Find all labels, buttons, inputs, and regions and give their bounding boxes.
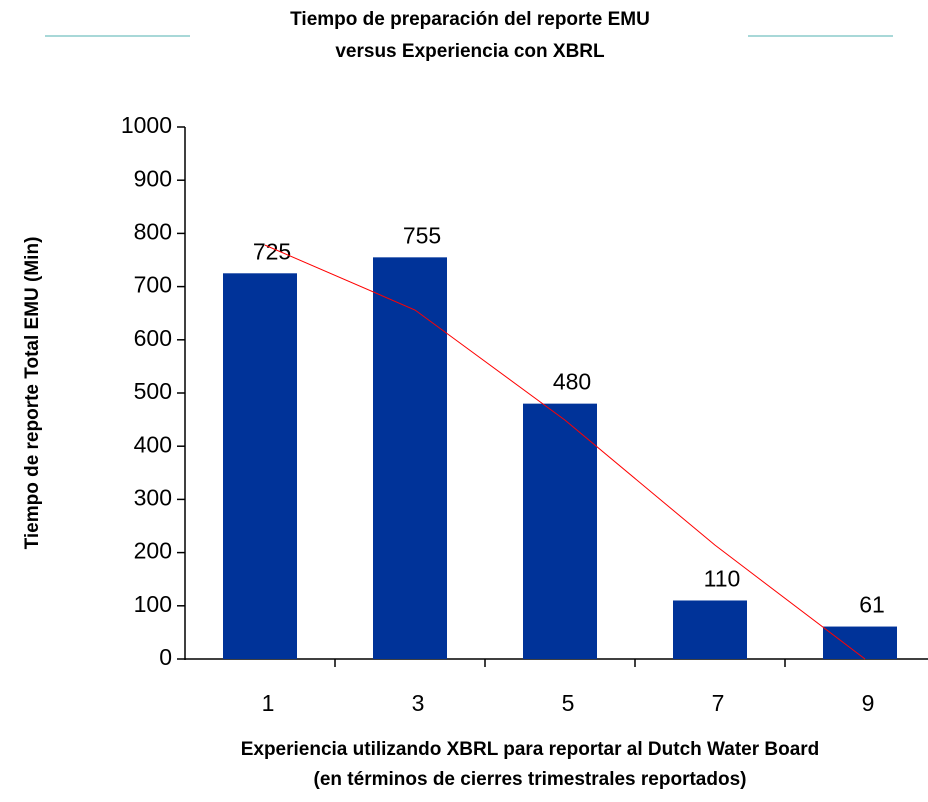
y-tick-label: 700 xyxy=(134,272,172,298)
data-label: 110 xyxy=(704,566,741,592)
x-tick-label: 9 xyxy=(862,690,875,716)
x-tick-label: 3 xyxy=(412,690,425,716)
y-tick-label: 400 xyxy=(134,431,172,457)
x-axis-label: Experiencia utilizando XBRL para reporta… xyxy=(241,739,820,760)
y-tick-label: 300 xyxy=(134,484,172,510)
y-tick-label: 0 xyxy=(159,644,172,670)
x-axis-label: (en términos de cierres trimestrales rep… xyxy=(314,769,747,790)
bar xyxy=(823,626,897,659)
bar xyxy=(673,600,747,659)
y-tick-label: 500 xyxy=(134,378,172,404)
y-tick-label: 600 xyxy=(134,325,172,351)
bar xyxy=(523,403,597,659)
y-axis-label: Tiempo de reporte Total EMU (Min) xyxy=(22,237,43,550)
x-tick-label: 7 xyxy=(712,690,725,716)
y-tick-label: 200 xyxy=(134,538,172,564)
data-label: 480 xyxy=(553,369,591,395)
data-label: 61 xyxy=(859,592,885,618)
y-tick-label: 100 xyxy=(134,591,172,617)
trendline xyxy=(264,244,866,660)
bar xyxy=(223,273,297,659)
bar xyxy=(373,257,447,659)
y-tick-label: 1000 xyxy=(121,112,172,138)
data-label: 725 xyxy=(253,238,291,264)
chart-title: Tiempo de preparación del reporte EMU xyxy=(290,9,650,30)
x-tick-label: 5 xyxy=(562,690,575,716)
data-label: 755 xyxy=(403,222,441,248)
y-tick-label: 900 xyxy=(134,165,172,191)
y-tick-label: 800 xyxy=(134,218,172,244)
chart-title: versus Experiencia con XBRL xyxy=(335,41,605,62)
x-tick-label: 1 xyxy=(262,690,275,716)
